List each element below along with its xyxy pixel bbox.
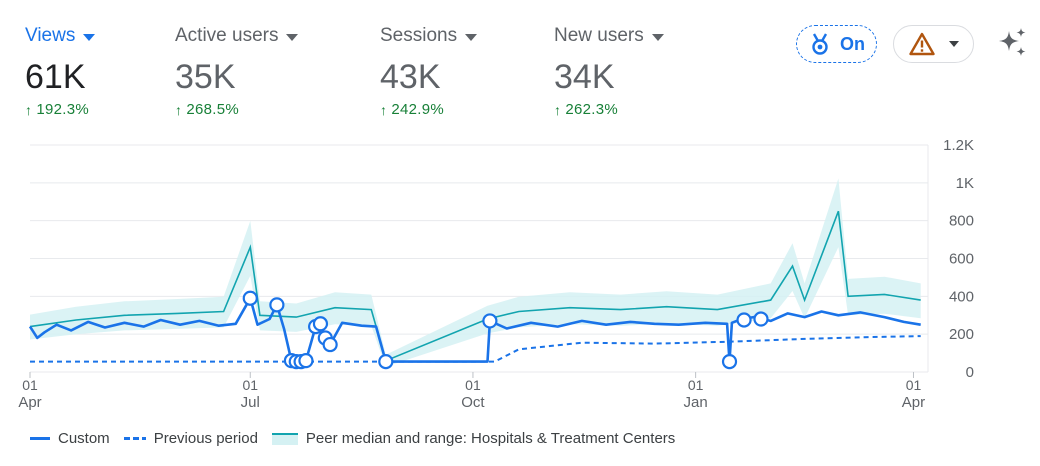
arrow-up-icon: ↑: [380, 101, 388, 118]
anomaly-point: [322, 336, 338, 353]
sparkle-icon[interactable]: [996, 26, 1030, 60]
legend-label: Custom: [58, 430, 110, 447]
metric-active-users-selector[interactable]: Active users: [175, 24, 299, 48]
metric-change-value: 192.3%: [36, 101, 89, 118]
legend-label: Peer median and range: Hospitals & Treat…: [305, 430, 676, 447]
x-tick-month: Oct: [461, 394, 485, 411]
metric-value: 61K: [25, 58, 86, 96]
anomaly-point: [312, 316, 329, 332]
y-tick-label: 600: [949, 251, 974, 268]
metric-new-users[interactable]: New users 34K ↑ 262.3%: [554, 24, 664, 118]
x-tick-day: 01: [22, 377, 38, 393]
x-tick-month: Apr: [902, 394, 925, 411]
arrow-up-icon: ↑: [25, 101, 33, 118]
metric-label: Sessions: [380, 25, 458, 46]
legend-swatch-band: [271, 432, 298, 445]
caret-down-icon: [83, 33, 96, 41]
anomaly-point: [721, 353, 738, 370]
warning-triangle-icon: [908, 32, 935, 56]
metric-views-selector[interactable]: Views: [25, 24, 96, 48]
metric-views[interactable]: Views 61K ↑ 192.3%: [25, 24, 96, 118]
caret-down-icon: [948, 41, 959, 47]
legend-swatch-dashed: [123, 437, 146, 440]
legend-item-peer: Peer median and range: Hospitals & Treat…: [271, 430, 676, 447]
legend-item-previous: Previous period: [123, 430, 258, 447]
metric-label: Views: [25, 25, 76, 46]
y-tick-label: 0: [966, 364, 974, 381]
metric-label: Active users: [175, 25, 279, 46]
y-tick-label: 1K: [956, 175, 974, 192]
legend-swatch-solid: [30, 437, 50, 440]
chart-legend: Custom Previous period Peer median and r…: [30, 430, 689, 447]
arrow-up-icon: ↑: [554, 101, 562, 118]
anomaly-point: [378, 353, 394, 370]
peer-range-band: [30, 178, 921, 367]
x-tick-month: Jan: [684, 394, 708, 411]
arrow-up-icon: ↑: [175, 101, 183, 118]
legend-item-custom: Custom: [30, 430, 110, 447]
legend-label: Previous period: [153, 430, 258, 447]
metric-change-value: 242.9%: [391, 101, 444, 118]
y-tick-label: 400: [949, 288, 974, 305]
anomaly-point: [269, 297, 285, 313]
metric-value: 43K: [380, 58, 441, 96]
metric-change: ↑ 268.5%: [175, 101, 298, 118]
benchmark-toggle-button[interactable]: On: [796, 25, 877, 63]
medal-icon: [812, 33, 828, 55]
metric-value: 34K: [554, 58, 615, 96]
caret-down-icon: [651, 33, 664, 41]
anomaly-point: [242, 290, 258, 306]
anomaly-point: [482, 313, 498, 329]
metric-sessions[interactable]: Sessions 43K ↑ 242.9%: [380, 24, 478, 118]
previous-period-line: [30, 335, 921, 363]
anomaly-point: [753, 311, 769, 327]
metric-change-value: 262.3%: [565, 101, 618, 118]
metric-change: ↑ 262.3%: [554, 101, 664, 118]
line-chart: 02004006008001K1.2K01Apr01Jul01Oct01Jan0…: [18, 137, 974, 411]
x-tick-day: 01: [242, 377, 258, 393]
x-tick-month: Apr: [18, 394, 41, 411]
x-tick-day: 01: [465, 377, 481, 393]
metric-change-value: 268.5%: [186, 101, 239, 118]
toggle-state-label: On: [840, 33, 865, 54]
anomaly-point: [736, 312, 752, 328]
caret-down-icon: [465, 33, 478, 41]
peer-median-line: [29, 210, 921, 362]
y-tick-label: 800: [949, 213, 974, 230]
anomaly-point: [298, 353, 314, 369]
metric-change: ↑ 192.3%: [25, 101, 95, 118]
anomaly-warning-button[interactable]: [893, 25, 974, 63]
caret-down-icon: [286, 33, 299, 41]
x-tick-month: Jul: [241, 394, 260, 411]
metric-active-users[interactable]: Active users 35K ↑ 268.5%: [175, 24, 299, 118]
metric-new-users-selector[interactable]: New users: [554, 24, 664, 48]
x-tick-day: 01: [688, 377, 704, 393]
x-tick-day: 01: [906, 377, 922, 393]
metric-value: 35K: [175, 58, 236, 96]
metric-sessions-selector[interactable]: Sessions: [380, 24, 478, 48]
metric-label: New users: [554, 25, 644, 46]
y-tick-label: 200: [949, 326, 974, 343]
metric-change: ↑ 242.9%: [380, 101, 477, 118]
y-tick-label: 1.2K: [943, 137, 974, 154]
